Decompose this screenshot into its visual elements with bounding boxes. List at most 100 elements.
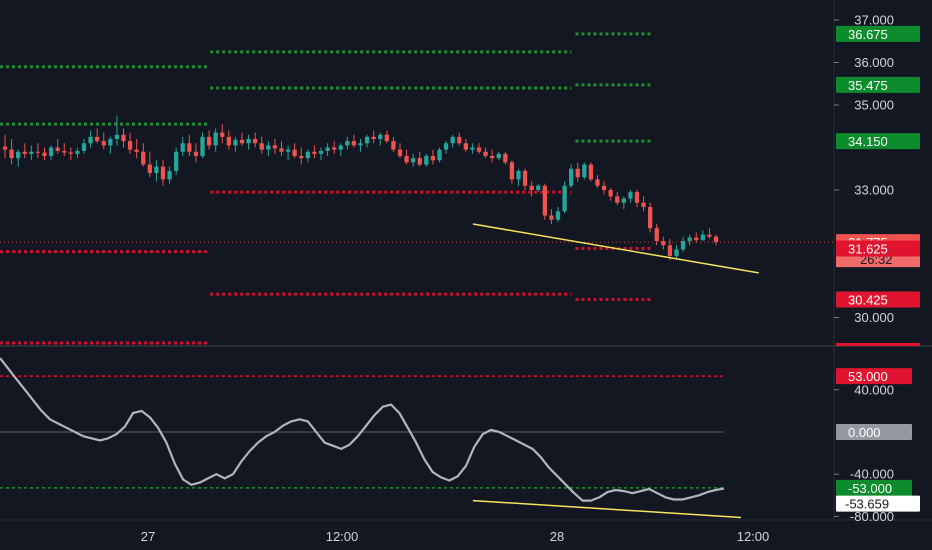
candle-body [62,150,67,153]
candle-body [114,134,120,139]
candle-body [134,149,139,152]
candle-body [371,136,376,139]
candle-body [55,147,60,151]
candle-body [496,153,501,159]
candle-body [641,202,646,207]
candle-body [661,241,666,246]
candle-body [634,192,640,203]
candle-body [430,156,436,161]
candle-body [253,139,258,144]
candle-body [9,149,14,159]
price-divergence-line [472,223,759,274]
candle-body [450,136,455,144]
oscillator-tag-label: -53.000 [848,481,892,496]
price-tag-label: 31.625 [848,241,888,256]
candle-body [121,134,126,142]
oscillator-tick-label: -80.000 [850,509,894,524]
candle-body [364,136,370,144]
candle-body [108,139,113,146]
candle-body [88,136,93,144]
candle-body [569,168,574,186]
candle-body [292,149,297,156]
candle-body [213,132,218,146]
candle-body [470,147,475,150]
candle-body [220,132,225,137]
candle-body [35,151,41,153]
candle-body [312,151,317,154]
oscillator-level-tag: 0.000 [836,424,912,440]
candle-body [595,179,600,186]
candle-body [233,139,238,146]
candle-body [411,158,416,163]
candle-body [345,141,350,146]
candle-body [180,143,185,152]
candle-body [648,207,653,229]
candle-body [713,236,719,243]
oscillator-level-tag: 53.000 [836,368,912,385]
price-tag-background [836,76,920,93]
candle-body [187,143,192,152]
price-tick-label: 36.000 [854,55,894,70]
candle-body [463,143,468,150]
candle-body [562,185,567,212]
candle-body [707,234,712,237]
candle-body [75,150,80,154]
price-tick-label: 35.000 [854,98,894,113]
oscillator-tag-background [836,424,912,440]
candle-body [154,166,159,173]
price-tag-background [836,25,920,42]
candle-body [575,168,580,178]
price-tag-label: 30.425 [848,292,888,307]
candle-body [687,237,692,241]
candle-body [226,136,231,146]
candle-body [279,148,284,152]
candle-body [147,164,152,173]
candle-body [29,151,34,154]
candle-body [141,151,146,165]
time-axis[interactable]: 27 12:00 28 12:00 [141,529,770,544]
oscillator-axis[interactable]: 40.000 -40.000 -80.000 53.000 0.000 -53.000-5… [834,368,920,524]
candle-body [536,185,541,190]
oscillator-pane[interactable] [0,357,741,519]
candle-body [2,146,8,150]
candle-body [174,151,179,171]
candle-body [358,143,363,146]
candle-body [42,152,47,156]
candle-body [516,170,521,180]
candle-body [325,147,330,151]
oscillator-divergence-line [472,499,741,519]
candle-body [101,141,106,146]
candle-body [332,147,337,150]
candle-body [476,147,482,152]
candle-body [457,136,462,144]
candle-body [437,149,442,161]
candle-body [239,139,245,144]
candle-body [285,149,291,152]
candle-body [378,134,383,139]
candle-body [48,147,54,156]
candle-body [503,153,508,163]
price-pane[interactable] [0,32,834,345]
time-tick-label: 12:00 [326,529,359,544]
candle-body [621,198,626,203]
candle-body [549,215,554,220]
candle-body [81,143,87,151]
candle-body [259,143,264,150]
oscillator-tag-background [836,368,912,385]
candle-body [674,249,679,256]
time-tick-label: 12:00 [737,529,770,544]
price-tag-background [836,240,920,257]
price-tag: 36.675 [836,25,920,42]
oscillator-last-value-label: -53.659 [845,497,889,512]
price-tag-label: 35.475 [848,78,888,93]
candle-body [700,234,705,241]
candle-body [404,156,409,163]
candle-body [397,149,403,156]
candle-body [555,211,561,220]
oscillator-tag-label: 53.000 [848,369,888,384]
candle-body [299,156,304,159]
candle-body [338,145,343,150]
